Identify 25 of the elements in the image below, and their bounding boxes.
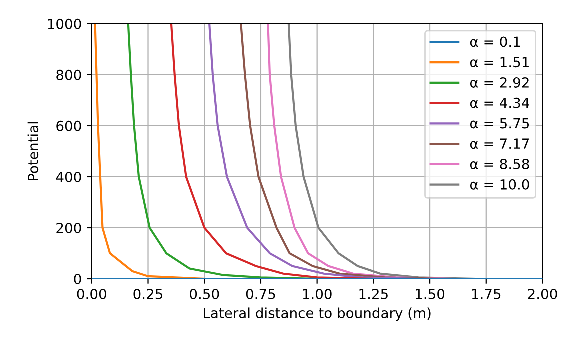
legend-label: α = 0.1	[470, 36, 520, 48]
y-tick-label: 400	[56, 172, 82, 182]
legend-label: α = 7.17	[470, 138, 530, 150]
x-tick-label: 0.25	[134, 288, 163, 300]
y-axis-title: Potential	[28, 122, 39, 181]
x-tick-label: 1.50	[416, 288, 445, 300]
x-axis-title: Lateral distance to boundary (m)	[204, 308, 431, 322]
legend-label: α = 10.0	[470, 179, 530, 190]
x-tick-label: 1.00	[303, 288, 332, 300]
x-tick-label: 1.25	[360, 288, 388, 300]
y-tick-label: 1000	[48, 18, 82, 30]
y-tick-label: 200	[56, 222, 82, 234]
y-tick-label: 600	[56, 120, 82, 132]
y-tick-label: 800	[56, 70, 82, 80]
legend-label: α = 8.58	[470, 159, 530, 170]
x-tick-label: 0.00	[77, 288, 106, 300]
legend-label: α = 2.92	[470, 77, 529, 88]
legend-label: α = 4.34	[470, 98, 530, 108]
y-tick-label: 0	[74, 274, 82, 284]
x-tick-label: 0.50	[190, 288, 220, 300]
x-tick-label: 2.00	[528, 288, 558, 300]
legend-label: α = 5.75	[470, 118, 530, 129]
x-tick-label: 1.75	[472, 289, 501, 300]
x-tick-label: 0.75	[246, 288, 276, 300]
legend-label: α = 1.51	[470, 57, 529, 68]
